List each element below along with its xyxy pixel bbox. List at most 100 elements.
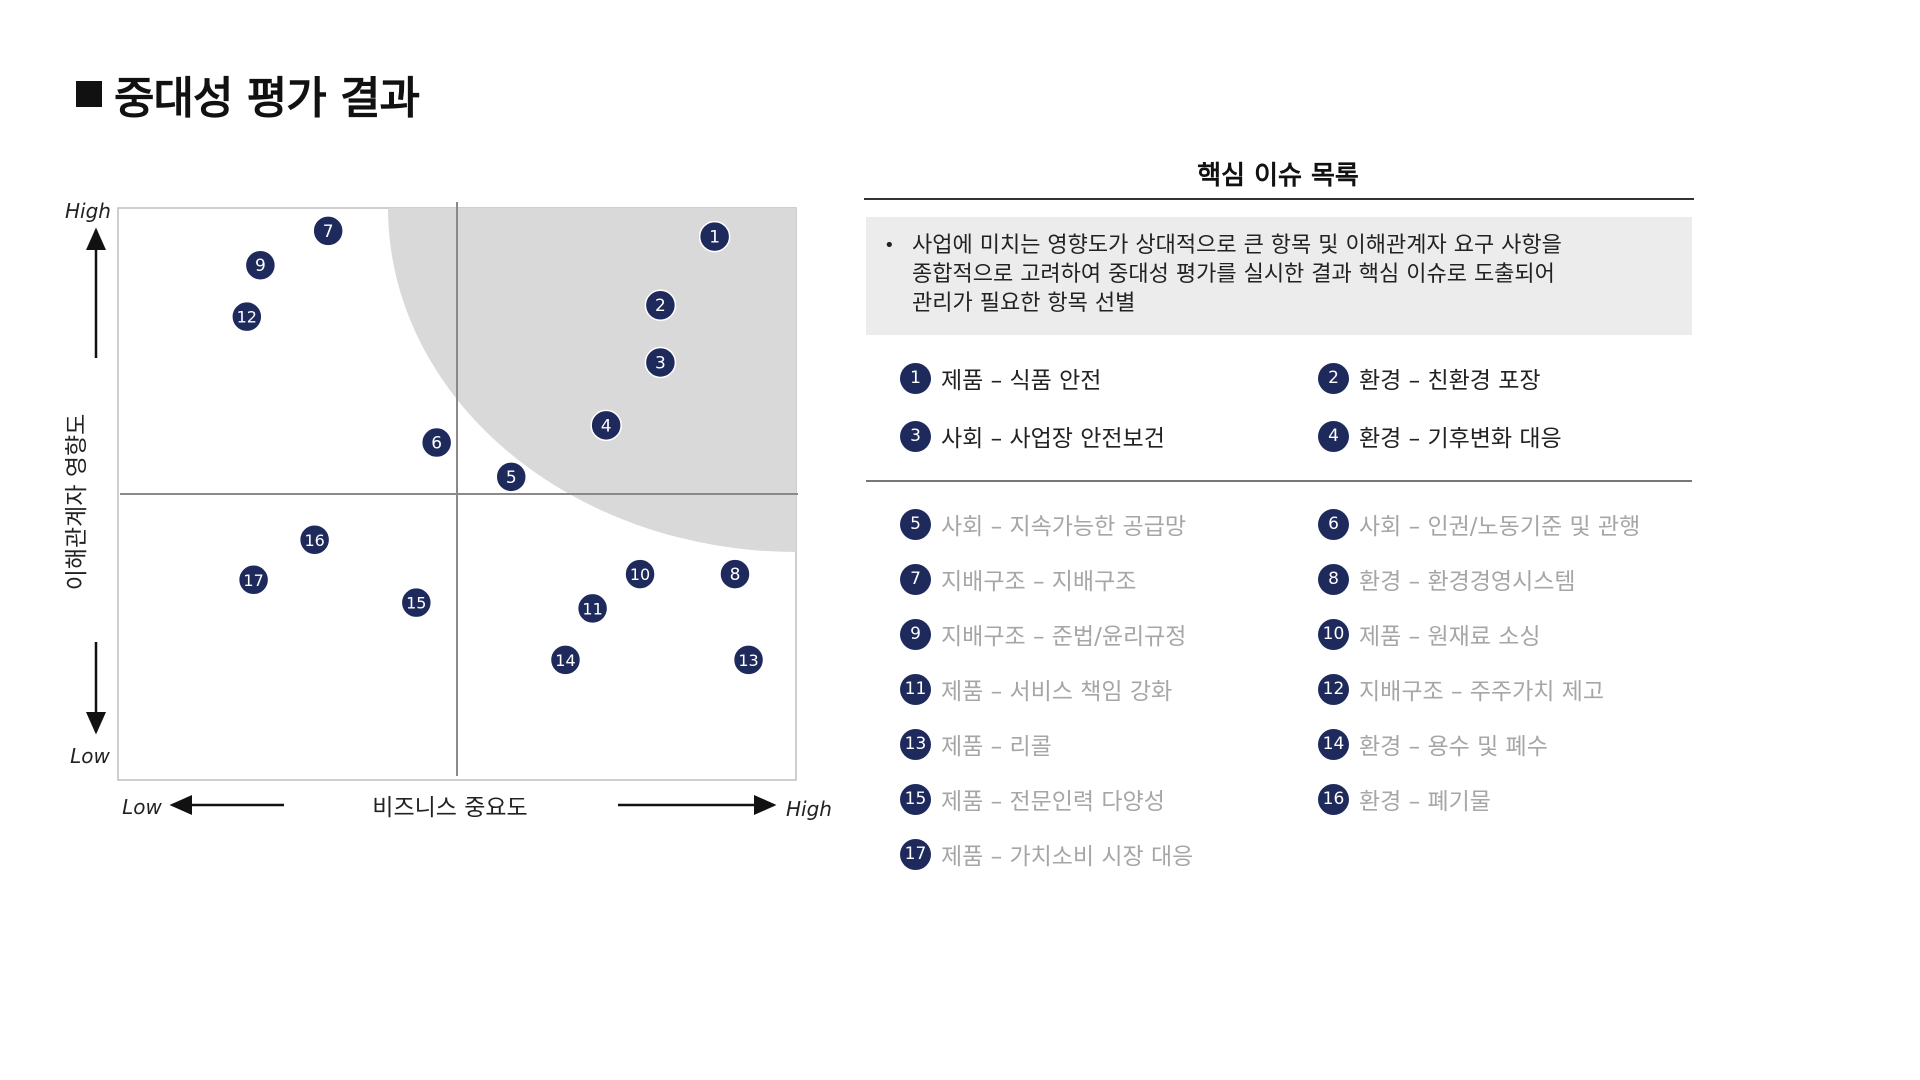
issue-label: 지배구조 – 준법/윤리규정 [941,624,1187,650]
issue-point-label-9: 9 [255,256,266,276]
issue-item-14: 14 환경 – 용수 및 폐수 [1318,727,1548,761]
issue-label: 환경 – 용수 및 폐수 [1359,734,1548,760]
issue-point-label-3: 3 [655,353,666,373]
issue-point-label-15: 15 [406,594,426,613]
issue-item-6: 6 사회 – 인권/노동기준 및 관행 [1318,507,1640,541]
issue-point-13 [732,644,765,676]
issue-number-badge: 9 [900,618,931,650]
issue-point-3 [644,346,677,379]
title-square-icon [76,81,102,107]
core-issue-list-title: 핵심 이슈 목록 [1197,161,1359,191]
issue-point-label-5: 5 [506,468,517,488]
issue-label: 환경 – 폐기물 [1359,789,1491,815]
issue-point-label-2: 2 [655,296,666,316]
issue-point-17 [237,564,270,596]
page-title-text: 중대성 평가 결과 [114,73,420,124]
issue-point-12 [231,300,263,333]
issue-point-label-4: 4 [601,416,612,436]
issue-point-7 [312,215,344,247]
issue-point-label-6: 6 [431,434,442,454]
issue-point-label-7: 7 [323,222,334,242]
issue-number-badge: 17 [900,838,931,870]
core-issue-divider [866,480,1692,482]
issue-number-badge: 7 [900,563,931,595]
issue-point-label-14: 14 [555,651,575,670]
y-axis-high-label: High [65,199,111,223]
issue-label: 사회 – 사업장 안전보건 [941,426,1165,452]
issue-point-15 [400,586,433,619]
issue-label: 환경 – 환경경영시스템 [1359,569,1576,595]
issue-item-9: 9 지배구조 – 준법/윤리규정 [900,617,1186,651]
summary-box: • 사업에 미치는 영향도가 상대적으로 큰 항목 및 이해관계자 요구 사항을… [866,217,1692,335]
panel-title-rule [864,198,1694,200]
issue-item-10: 10 제품 – 원재료 소싱 [1318,617,1541,651]
core-issue-region [388,208,796,552]
issue-point-16 [298,524,331,556]
issue-point-8 [719,558,751,590]
issue-label: 제품 – 리콜 [941,734,1052,760]
issue-item-1: 1 제품 – 식품 안전 [900,361,1101,395]
issue-label: 제품 – 원재료 소싱 [1359,624,1541,650]
issue-number-badge: 10 [1318,618,1349,650]
issue-label: 사회 – 지속가능한 공급망 [941,514,1187,540]
issue-number-badge: 13 [900,728,931,760]
x-axis-label: 비즈니스 중요도 [372,795,527,821]
issue-point-5 [495,461,527,493]
issue-number-badge: 16 [1318,783,1349,815]
summary-bullet: • [884,235,895,256]
issue-item-7: 7 지배구조 – 지배구조 [900,562,1136,596]
issue-number-badge: 15 [900,783,931,815]
issue-point-label-16: 16 [304,531,324,550]
issue-point-label-1: 1 [709,228,720,248]
issue-label: 환경 – 친환경 포장 [1359,368,1541,394]
issue-label: 제품 – 식품 안전 [941,368,1102,394]
issue-number-badge: 4 [1318,420,1349,452]
issue-point-2 [644,289,677,321]
issue-point-4 [590,409,622,442]
issue-point-label-10: 10 [630,565,650,584]
issue-point-11 [576,592,609,625]
issue-number-badge: 8 [1318,563,1349,595]
issue-item-16: 16 환경 – 폐기물 [1318,782,1491,816]
issue-number-badge: 1 [900,362,931,394]
issue-point-1 [698,220,731,253]
issue-item-17: 17 제품 – 가치소비 시장 대응 [900,837,1193,871]
issue-number-badge: 11 [900,673,931,705]
summary-text: 사업에 미치는 영향도가 상대적으로 큰 항목 및 이해관계자 요구 사항을 종… [912,233,1562,316]
issue-item-5: 5 사회 – 지속가능한 공급망 [900,507,1186,541]
issue-number-badge: 2 [1318,362,1349,394]
page-title: 중대성 평가 결과 [76,62,420,126]
issue-number-badge: 14 [1318,728,1349,760]
issue-label: 사회 – 인권/노동기준 및 관행 [1359,514,1641,540]
issue-number-badge: 5 [900,508,931,540]
issue-label: 환경 – 기후변화 대응 [1359,426,1562,452]
issue-label: 지배구조 – 지배구조 [941,569,1137,595]
issue-item-2: 2 환경 – 친환경 포장 [1318,361,1541,395]
issue-label: 제품 – 서비스 책임 강화 [941,679,1173,705]
issue-point-9 [244,249,277,281]
issue-point-10 [624,558,656,590]
issue-label: 제품 – 전문인력 다양성 [941,789,1165,815]
issue-label: 지배구조 – 주주가치 제고 [1359,679,1605,705]
issue-number-badge: 6 [1318,508,1349,540]
issue-number-badge: 12 [1318,673,1349,705]
issue-point-label-11: 11 [582,599,602,618]
issue-point-6 [420,426,453,459]
issue-label: 제품 – 가치소비 시장 대응 [941,844,1194,870]
y-axis-label: 이해관계자 영향도 [64,414,90,591]
issue-item-8: 8 환경 – 환경경영시스템 [1318,562,1576,596]
issue-number-badge: 3 [900,420,931,452]
issue-item-11: 11 제품 – 서비스 책임 강화 [900,672,1172,706]
issue-point-label-8: 8 [730,565,741,585]
x-axis-low-label: Low [122,795,162,819]
issue-point-label-12: 12 [237,308,257,327]
issue-point-label-13: 13 [738,651,758,670]
issue-point-label-17: 17 [243,571,263,590]
x-axis-high-label: High [786,797,832,821]
issue-item-15: 15 제품 – 전문인력 다양성 [900,782,1165,816]
issue-item-3: 3 사회 – 사업장 안전보건 [900,419,1165,453]
issue-item-12: 12 지배구조 – 주주가치 제고 [1318,672,1604,706]
y-axis-low-label: Low [70,744,110,768]
issue-point-14 [549,644,582,676]
